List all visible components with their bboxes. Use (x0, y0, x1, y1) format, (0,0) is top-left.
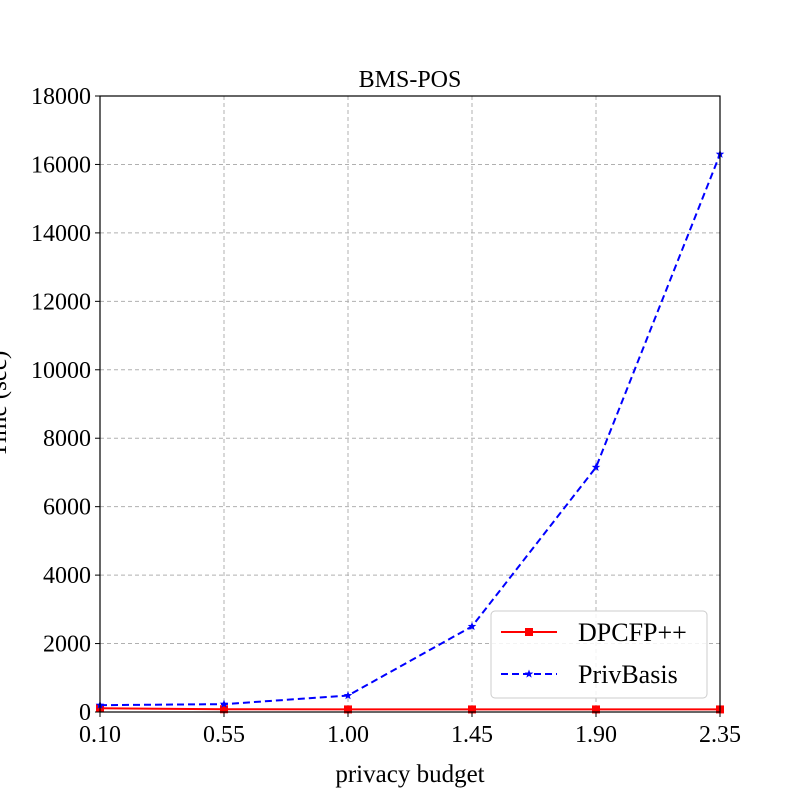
dpcfp-data-point (220, 705, 228, 714)
x-tick-label: 0.10 (79, 722, 121, 748)
y-axis-label: Time (sec) (0, 351, 12, 458)
x-axis-label: privacy budget (335, 761, 484, 788)
y-tick-label: 2000 (43, 632, 91, 658)
y-tick-label: 12000 (31, 289, 91, 315)
privbasis-data-point (591, 462, 601, 471)
y-tick-label: 14000 (31, 221, 91, 247)
y-tick-label: 8000 (43, 426, 91, 452)
y-tick-label: 0 (79, 700, 91, 726)
legend-marker-privbasis (524, 669, 534, 678)
y-tick-label: 4000 (43, 563, 91, 589)
dpcfp-data-point (344, 705, 352, 714)
privbasis-series-line (99, 153, 721, 707)
dpcfp-data-point (592, 705, 600, 714)
y-tick-label: 16000 (31, 152, 91, 178)
x-tick-label: 1.00 (327, 722, 369, 748)
x-tick-label: 1.45 (451, 722, 493, 748)
y-tick-label: 6000 (43, 495, 91, 521)
plot-frame (99, 95, 721, 713)
y-tick-label: 18000 (31, 84, 91, 110)
legend-label-privbasis: PrivBasis (578, 660, 678, 689)
privbasis-data-point (467, 621, 477, 631)
dpcfp-data-point (468, 705, 476, 714)
privbasis-data-point (219, 699, 229, 708)
legend-marker-dpcfp (525, 628, 533, 636)
legend: DPCFP++ PrivBasis (490, 610, 708, 699)
legend-label-dpcfp: DPCFP++ (578, 618, 687, 647)
x-tick-label: 0.55 (203, 722, 245, 748)
privbasis-data-point (343, 691, 353, 700)
tick-labels: 0 2000 4000 6000 8000 10000 12000 14000 16000 180… (31, 84, 741, 748)
x-tick-label: 2.35 (699, 722, 741, 748)
chart-title: BMS-POS (359, 67, 462, 93)
y-tick-label: 10000 (31, 358, 91, 384)
dpcfp-series-line (99, 707, 720, 711)
x-tick-label: 1.90 (575, 722, 617, 748)
